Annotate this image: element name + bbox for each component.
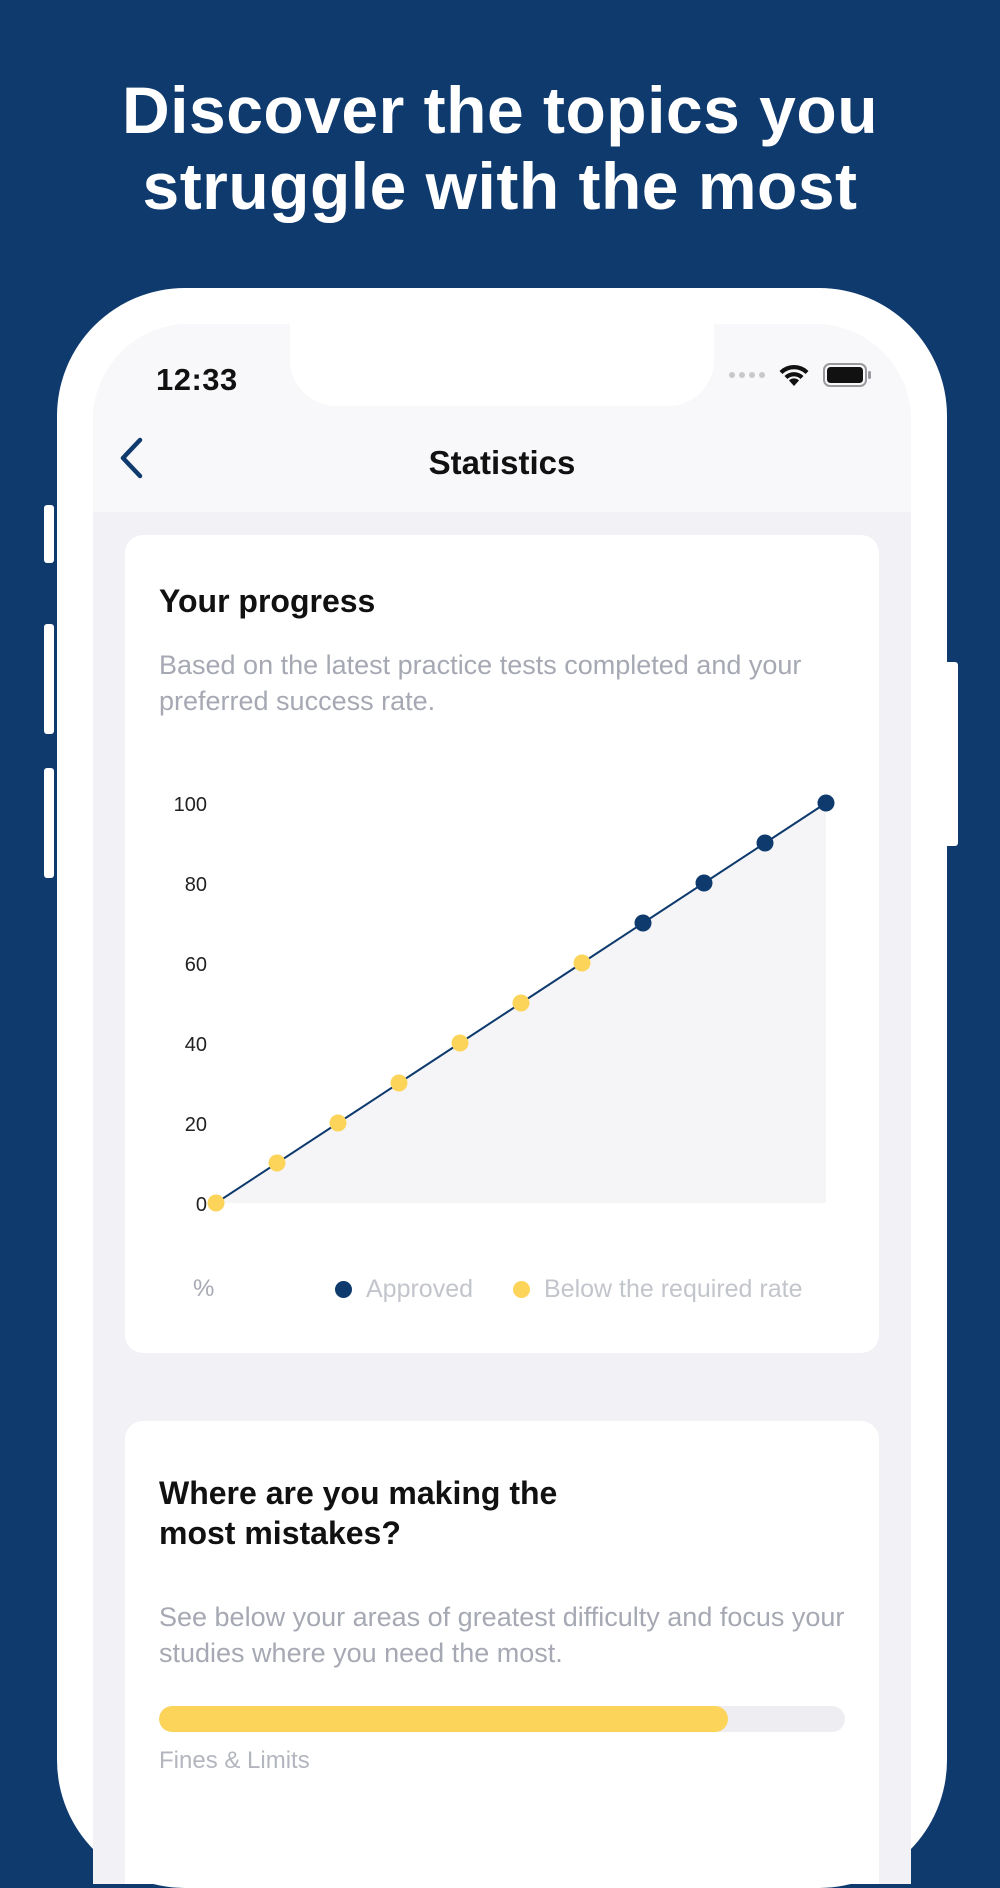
chart-point[interactable] <box>512 994 530 1012</box>
chart-point[interactable] <box>451 1034 469 1052</box>
y-tick-label: 20 <box>185 1114 207 1136</box>
battery-icon <box>823 362 873 388</box>
chart-point[interactable] <box>573 954 591 972</box>
legend-item-approved: Approved <box>335 1275 473 1304</box>
mistakes-card-title: Where are you making the most mistakes? <box>159 1473 557 1553</box>
mistakes-title-line-1: Where are you making the <box>159 1475 558 1511</box>
chart-point[interactable] <box>695 874 713 892</box>
navigation-bar: 12:33 <box>93 324 911 512</box>
chart-point[interactable] <box>756 834 774 852</box>
chevron-left-icon <box>120 437 143 479</box>
wifi-icon <box>777 362 811 388</box>
cellular-signal-icon <box>729 372 765 378</box>
phone-notch <box>290 324 714 406</box>
progress-card-title: Your progress <box>159 583 376 619</box>
legend-dot-below <box>513 1281 530 1298</box>
page-title: Statistics <box>428 444 576 481</box>
y-tick-label: 0 <box>196 1194 207 1216</box>
status-time: 12:33 <box>156 362 238 397</box>
y-tick-label: 60 <box>185 954 207 976</box>
legend-label-approved: Approved <box>366 1275 474 1303</box>
chart-point[interactable] <box>634 914 652 932</box>
chart-legend: % Approved Below the required rate <box>125 1275 879 1315</box>
topic-label: Fines & Limits <box>159 1747 310 1774</box>
y-tick-label: 40 <box>185 1034 207 1056</box>
volume-up-button <box>44 624 54 734</box>
headline-line-2: struggle with the most <box>142 149 858 223</box>
mistakes-card: Where are you making the most mistakes? … <box>125 1421 879 1884</box>
y-tick-label: 100 <box>174 794 207 816</box>
status-icons <box>729 360 873 390</box>
volume-down-button <box>44 768 54 878</box>
topic-progress-bar[interactable] <box>159 1706 845 1732</box>
phone-screen: 12:33 <box>93 324 911 1884</box>
chart-point[interactable] <box>817 794 835 812</box>
legend-item-below: Below the required rate <box>513 1275 802 1304</box>
chart-point[interactable] <box>268 1154 286 1172</box>
progress-card-description: Based on the latest practice tests compl… <box>159 650 802 716</box>
phone-frame: 12:33 <box>57 288 947 1888</box>
topic-progress-fill <box>159 1706 729 1732</box>
chart-unit-label: % <box>193 1275 215 1302</box>
y-tick-label: 80 <box>185 874 207 896</box>
progress-chart: 0 20 40 60 80 100 <box>174 794 835 1216</box>
progress-card: Your progress Based on the latest practi… <box>125 535 879 1353</box>
mute-switch <box>44 505 54 563</box>
mistakes-card-description: See below your areas of greatest difficu… <box>159 1602 845 1668</box>
chart-point[interactable] <box>207 1194 225 1212</box>
chart-point[interactable] <box>390 1074 408 1092</box>
power-button <box>944 662 958 846</box>
headline: Discover the topics you struggle with th… <box>0 72 1000 224</box>
back-button[interactable] <box>107 434 155 482</box>
legend-label-below: Below the required rate <box>544 1275 803 1303</box>
chart-point[interactable] <box>329 1114 347 1132</box>
legend-dot-approved <box>335 1281 352 1298</box>
mistakes-title-line-2: most mistakes? <box>159 1515 401 1551</box>
headline-line-1: Discover the topics you <box>121 73 879 147</box>
